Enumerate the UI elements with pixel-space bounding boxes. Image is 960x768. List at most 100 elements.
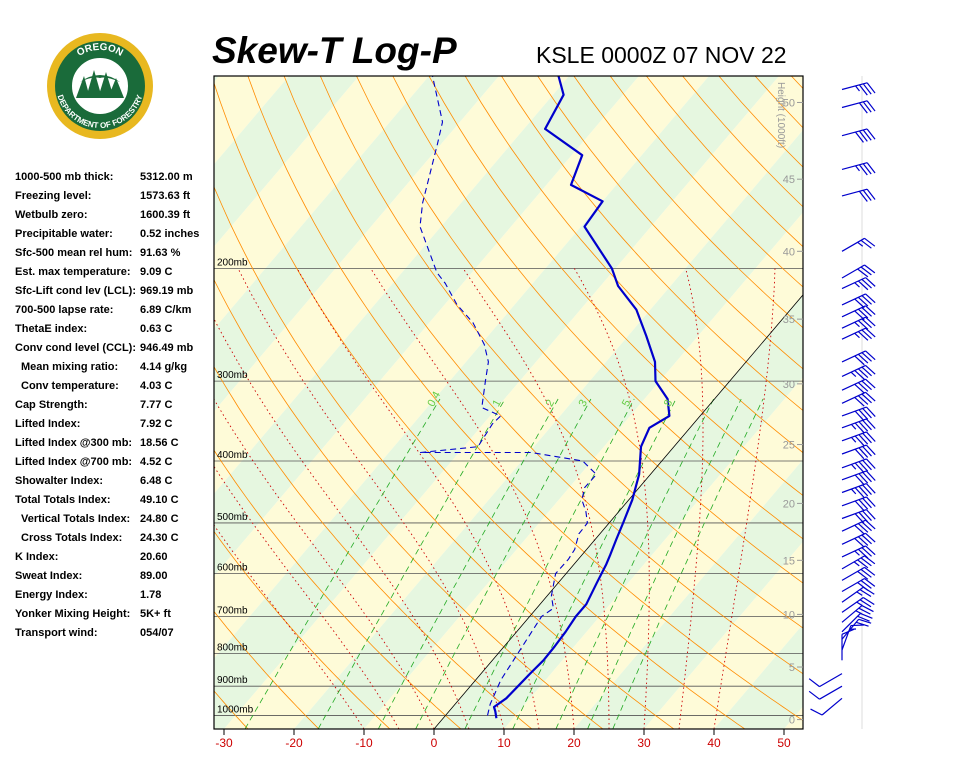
indices-panel: 1000-500 mb thick: 5312.00 m Freezing leve…: [15, 168, 215, 643]
wind-barb: [841, 444, 876, 460]
barb-staff: [841, 378, 866, 391]
dry-adiabat: [464, 76, 803, 454]
wind-barb: [810, 697, 843, 716]
barb-full: [864, 566, 876, 576]
x-tick-label: 30: [637, 736, 651, 750]
barb-full: [854, 383, 865, 394]
index-label: Showalter Index:: [15, 475, 104, 487]
barb-full: [862, 419, 872, 431]
index-value: 0.63 C: [140, 323, 173, 335]
barb-staff: [841, 327, 866, 340]
barb-full: [810, 708, 823, 716]
isobar-label: 1000mb: [217, 704, 254, 715]
barb-full: [861, 295, 872, 305]
barb-full: [865, 418, 876, 429]
barb-full: [858, 190, 868, 202]
index-value: 946.49 mb: [140, 342, 194, 354]
barb-full: [857, 280, 869, 291]
index-row: 700-500 lapse rate: 6.89 C/km: [15, 301, 215, 320]
index-value: 20.60: [140, 551, 168, 563]
wind-barbs: [808, 76, 876, 729]
barb-full: [854, 462, 865, 473]
index-value: 49.10 C: [140, 494, 179, 506]
index-value: 5312.00 m: [140, 171, 193, 183]
isobar-label: 600mb: [217, 563, 248, 574]
wind-barb: [841, 596, 875, 613]
wind-barb: [841, 391, 876, 407]
barb-full: [862, 446, 872, 457]
temperature-band: [504, 377, 803, 729]
wind-barb: [841, 431, 876, 446]
index-label: Sfc-500 mean rel hum:: [15, 247, 133, 259]
barb-full: [858, 434, 869, 445]
index-value: 4.14 g/kg: [140, 361, 188, 373]
barb-full: [858, 164, 868, 176]
index-label: Yonker Mixing Height:: [15, 608, 131, 620]
wind-barb: [841, 566, 876, 581]
index-value: 91.63 %: [140, 247, 181, 259]
barb-full: [865, 316, 876, 327]
barb-full: [854, 422, 865, 433]
wind-barb: [841, 586, 875, 603]
index-row: K Index: 20.60: [15, 548, 215, 567]
index-value: 5K+ ft: [140, 608, 171, 620]
barb-staff: [841, 483, 867, 494]
wind-barb: [841, 612, 873, 633]
mixing-ratio-line: [317, 398, 506, 729]
barb-full: [858, 102, 868, 114]
index-label: Lifted Index @700 mb:: [15, 456, 133, 468]
page-title: Skew-T Log-P: [212, 30, 457, 71]
barb-half: [850, 423, 857, 430]
index-row: Precipitable water: 0.52 inches: [15, 225, 215, 244]
isobar-label: 900mb: [217, 675, 248, 686]
index-value: 89.00: [140, 570, 168, 582]
temperature-bands: [214, 76, 803, 729]
dry-adiabat: [392, 76, 803, 540]
barb-full: [854, 524, 865, 535]
barb-full: [857, 536, 869, 546]
barb-full: [854, 474, 865, 485]
x-tick-label: 0: [431, 736, 438, 750]
index-row: 1000-500 mb thick: 5312.00 m: [15, 168, 215, 187]
x-tick-label: 10: [497, 736, 511, 750]
index-label: Sfc-Lift cond lev (LCL):: [15, 285, 136, 297]
index-label: Cap Strength:: [15, 399, 88, 411]
index-value: 0.52 inches: [140, 228, 200, 240]
barb-full: [861, 352, 872, 362]
wind-barb: [841, 305, 876, 321]
index-value: 1.78: [140, 589, 162, 601]
height-tick-label: 15: [783, 555, 795, 567]
barb-full: [865, 483, 876, 494]
barb-half: [856, 601, 863, 607]
barb-full: [861, 278, 872, 289]
index-label: Transport wind:: [15, 627, 98, 639]
plot-frame: [213, 75, 804, 730]
x-tick-label: 40: [707, 736, 721, 750]
barb-full: [857, 382, 869, 392]
dry-adiabat: [864, 76, 960, 729]
index-value: 1573.63 ft: [140, 190, 191, 202]
moist-adiabat: [574, 268, 650, 729]
barb-full: [854, 500, 865, 511]
barb-staff: [841, 305, 866, 318]
barb-full: [864, 237, 876, 247]
index-row: Sweat Index: 89.00: [15, 567, 215, 586]
barb-full: [865, 431, 876, 442]
height-tick-label: 50: [783, 97, 795, 109]
barb-full: [861, 366, 872, 377]
barb-full: [858, 499, 869, 510]
temperature-band: [224, 76, 803, 729]
barb-full: [860, 557, 872, 567]
wind-barb: [841, 378, 876, 394]
index-value: 4.03 C: [140, 380, 173, 392]
height-tick-label: 5: [789, 662, 795, 674]
wind-barb: [841, 82, 876, 96]
barb-full: [862, 101, 872, 113]
barb-full: [857, 570, 869, 580]
barb-full: [860, 568, 872, 578]
wind-barb: [841, 496, 876, 511]
index-label: Sweat Index:: [15, 570, 83, 582]
barb-full: [861, 547, 872, 557]
barb-full: [860, 239, 872, 249]
barb-full: [862, 497, 872, 509]
